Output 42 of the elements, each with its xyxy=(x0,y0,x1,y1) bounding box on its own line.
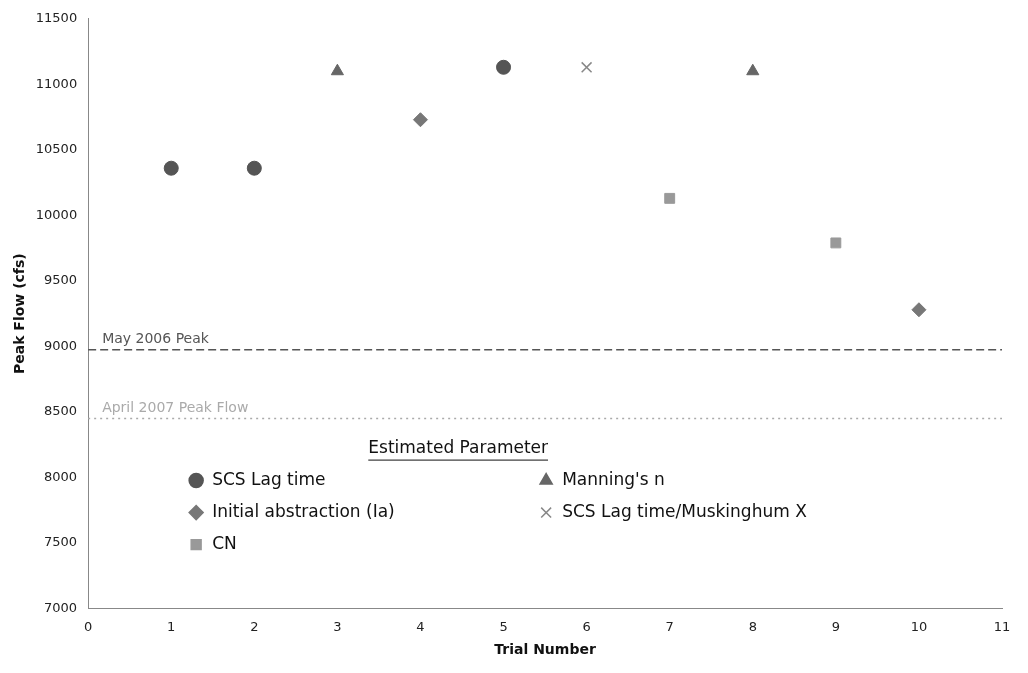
x-tick-label: 11 xyxy=(993,618,1011,634)
ref-line-label: May 2006 Peak xyxy=(102,330,210,347)
x-tick-label: 8 xyxy=(748,618,757,634)
y-tick-label: 9500 xyxy=(44,272,78,288)
y-tick-label: 11500 xyxy=(35,10,78,26)
x-tick-label: 7 xyxy=(665,618,674,634)
point xyxy=(830,237,842,249)
y-axis-title: Peak Flow (cfs) xyxy=(11,253,28,375)
point xyxy=(330,63,344,76)
legend-label: Initial abstraction (Ia) xyxy=(212,501,395,522)
legend-label: SCS Lag time/Muskinghum X xyxy=(562,501,808,522)
ref-line-label: April 2007 Peak Flow xyxy=(102,399,249,416)
x-tick-label: 0 xyxy=(84,618,93,634)
y-tick-label: 7000 xyxy=(44,599,78,615)
x-tick-label: 10 xyxy=(910,618,928,634)
x-tick-label: 6 xyxy=(582,618,591,634)
x-tick-label: 5 xyxy=(499,618,508,634)
x-tick-label: 9 xyxy=(831,618,840,634)
x-tick-label: 2 xyxy=(250,618,259,634)
point xyxy=(246,160,262,176)
y-tick-label: 7500 xyxy=(44,534,78,550)
y-tick-label: 8000 xyxy=(44,468,78,484)
y-tick-label: 9000 xyxy=(44,337,78,353)
x-tick-label: 4 xyxy=(416,618,425,634)
legend-title: Estimated Parameter xyxy=(368,437,549,458)
point xyxy=(746,63,760,76)
y-tick-label: 10000 xyxy=(35,206,78,222)
x-axis-title: Trial Number xyxy=(494,641,596,658)
legend-label: Manning's n xyxy=(562,469,665,490)
legend-label: SCS Lag time xyxy=(212,469,326,490)
y-tick-label: 8500 xyxy=(44,403,78,419)
x-tick-label: 1 xyxy=(167,618,176,634)
point xyxy=(412,112,428,128)
point xyxy=(580,61,593,73)
x-tick-label: 3 xyxy=(333,618,342,634)
legend-label: CN xyxy=(212,533,237,554)
y-tick-label: 11000 xyxy=(35,75,78,91)
y-tick-label: 10500 xyxy=(35,141,78,157)
point xyxy=(911,302,927,318)
point xyxy=(163,160,179,176)
point xyxy=(664,192,676,204)
point xyxy=(496,59,512,75)
